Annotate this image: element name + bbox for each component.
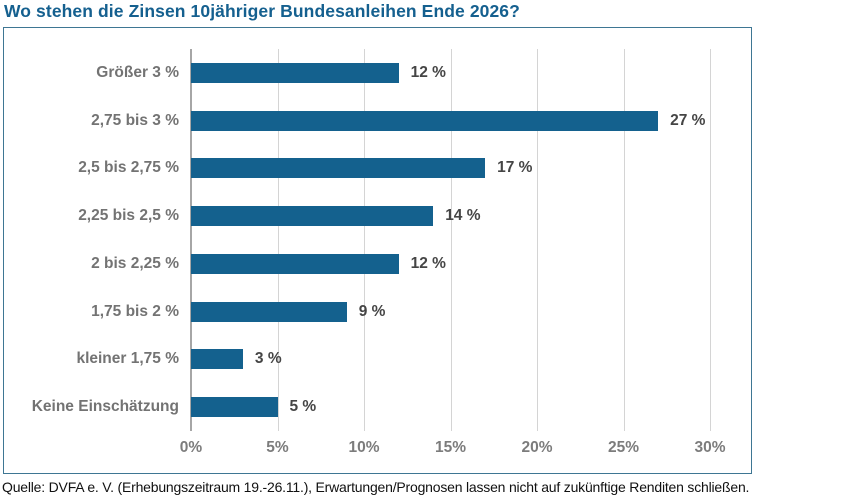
x-tick-label: 15%	[434, 439, 467, 456]
value-label: 12 %	[410, 63, 446, 81]
bar-zone: 14 %	[191, 192, 710, 240]
category-label: 2 bis 2,25 %	[91, 254, 179, 272]
category-label: 2,25 bis 2,5 %	[78, 207, 179, 225]
value-label: 9 %	[358, 302, 386, 320]
gridline	[537, 49, 538, 431]
chart-row: 2 bis 2,25 % 12 %	[4, 240, 751, 288]
value-label: 14 %	[445, 207, 481, 225]
bar-rows: Größer 3 % 12 % 2,75 bis 3 % 27 % 2,5 bis 2,…	[4, 49, 751, 431]
bar-zone: 17 %	[191, 145, 710, 193]
chart-row: 1,75 bis 2 % 9 %	[4, 288, 751, 336]
bar-zone: 12 %	[191, 49, 710, 97]
chart-row: Keine Einschätzung 5 %	[4, 383, 751, 431]
chart-row: kleiner 1,75 % 3 %	[4, 336, 751, 384]
value-label: 5 %	[289, 398, 317, 416]
value-label: 17 %	[497, 159, 533, 177]
category-label: Größer 3 %	[96, 63, 179, 81]
gridline	[277, 49, 279, 431]
gridline	[710, 49, 711, 431]
chart-row: 2,75 bis 3 % 27 %	[4, 97, 751, 145]
chart-row: 2,25 bis 2,5 % 14 %	[4, 192, 751, 240]
chart-row: 2,5 bis 2,75 % 17 %	[4, 145, 751, 193]
chart-box: Größer 3 % 12 % 2,75 bis 3 % 27 % 2,5 bis 2,…	[3, 27, 752, 474]
gridlines	[190, 49, 711, 431]
x-tick-label: 20%	[521, 439, 553, 456]
x-axis-tick-labels: 0% 5% 10% 15% 20% 25% 30%	[180, 439, 726, 461]
x-tick-label: 25%	[607, 439, 640, 456]
bar	[191, 349, 243, 370]
bar	[191, 158, 486, 179]
gridline	[623, 49, 625, 431]
gridline	[364, 49, 365, 431]
x-tick-label: 10%	[348, 439, 380, 456]
x-tick-label: 0%	[179, 439, 203, 456]
bar	[191, 253, 399, 274]
category-label: kleiner 1,75 %	[76, 350, 179, 368]
page-title: Wo stehen die Zinsen 10jähriger Bundesan…	[4, 1, 520, 21]
bar-zone: 3 %	[191, 336, 710, 384]
value-label: 12 %	[410, 254, 446, 272]
y-axis-line	[190, 49, 192, 431]
category-label: Keine Einschätzung	[31, 398, 179, 416]
bar-zone: 27 %	[191, 97, 710, 145]
category-label: 1,75 bis 2 %	[91, 302, 179, 320]
category-label: 2,75 bis 3 %	[91, 111, 179, 129]
bar	[191, 397, 278, 418]
x-tick-label: 5%	[266, 439, 289, 456]
bar	[191, 110, 659, 131]
x-tick-label: 30%	[694, 439, 726, 456]
chart-row: Größer 3 % 12 %	[4, 49, 751, 97]
value-label: 3 %	[254, 350, 282, 368]
gridline	[450, 49, 452, 431]
bar	[191, 301, 347, 322]
bar	[191, 62, 399, 83]
bar-zone: 9 %	[191, 288, 710, 336]
value-label: 27 %	[670, 111, 706, 129]
bar-zone: 12 %	[191, 240, 710, 288]
bar-zone: 5 %	[191, 383, 710, 431]
source-footnote: Quelle: DVFA e. V. (Erhebungszeitraum 19…	[2, 479, 750, 495]
category-label: 2,5 bis 2,75 %	[78, 159, 179, 177]
bar	[191, 206, 434, 227]
